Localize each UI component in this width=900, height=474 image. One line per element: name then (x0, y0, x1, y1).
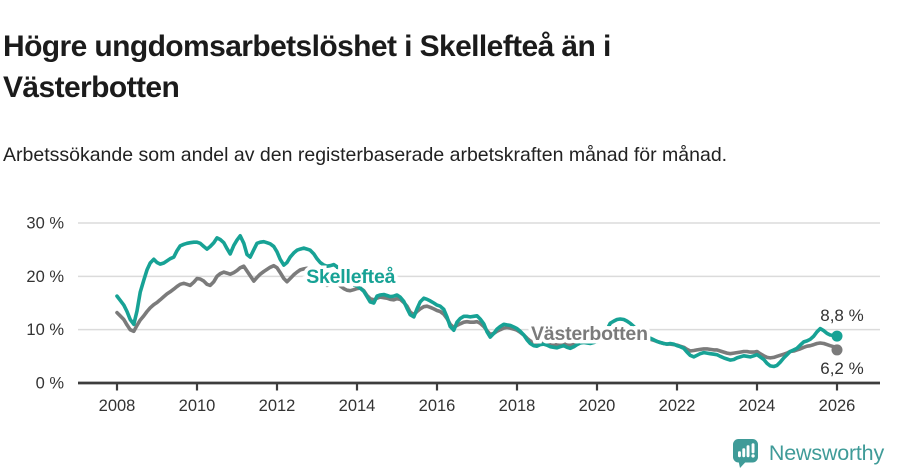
series-end-value-skellefteå: 8,8 % (820, 306, 863, 325)
series-label-västerbotten: Västerbotten (531, 323, 648, 345)
x-tick-label: 2012 (259, 397, 296, 415)
y-tick-label: 10 % (26, 321, 64, 339)
x-tick-label: 2024 (739, 397, 776, 415)
x-tick-label: 2016 (419, 397, 456, 415)
series-line-västerbotten (115, 263, 839, 360)
y-tick-label: 20 % (26, 268, 64, 286)
page-title: Högre ungdomsarbetslöshet i Skellefteå ä… (3, 30, 611, 105)
line-chart: 2008 2010 2012 2014 2016 2018 2020 2022 2024 2026… (0, 200, 900, 440)
x-tick-label: 2010 (179, 397, 216, 415)
x-tick-label: 2020 (579, 397, 616, 415)
series-end-value-västerbotten: 6,2 % (820, 359, 863, 378)
series-line-skellefteå (115, 233, 839, 369)
newsworthy-logo-icon (732, 439, 758, 468)
chart-subtitle: Arbetssökande som andel av den registerb… (3, 143, 728, 166)
y-tick-label: 0 % (36, 375, 65, 393)
x-tick-label: 2026 (819, 397, 856, 415)
unemployment-line-chart-svg: 2008 2010 2012 2014 2016 2018 2020 2022 2024 2026… (26, 215, 880, 415)
x-tick-label: 2018 (499, 397, 536, 415)
brand-name: Newsworthy (768, 440, 884, 465)
series-end-dot-skellefteå (831, 330, 843, 342)
x-tick-label: 2022 (659, 397, 696, 415)
series-end-dot-västerbotten (831, 344, 843, 356)
brand-footer: Newsworthy (731, 437, 884, 469)
series-label-skellefteå: Skellefteå (306, 265, 395, 288)
x-tick-label: 2014 (339, 397, 376, 415)
x-tick-label: 2008 (99, 397, 136, 415)
y-tick-label: 30 % (26, 215, 64, 233)
